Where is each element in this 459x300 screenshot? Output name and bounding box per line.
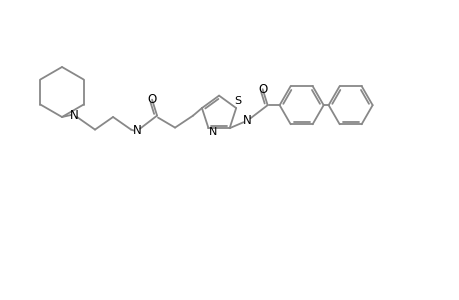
Text: N: N [243,114,252,127]
Text: S: S [234,96,241,106]
Text: O: O [257,83,267,96]
Text: N: N [69,109,78,122]
Text: O: O [147,93,157,106]
Text: N: N [132,124,141,137]
Text: N: N [209,127,217,137]
